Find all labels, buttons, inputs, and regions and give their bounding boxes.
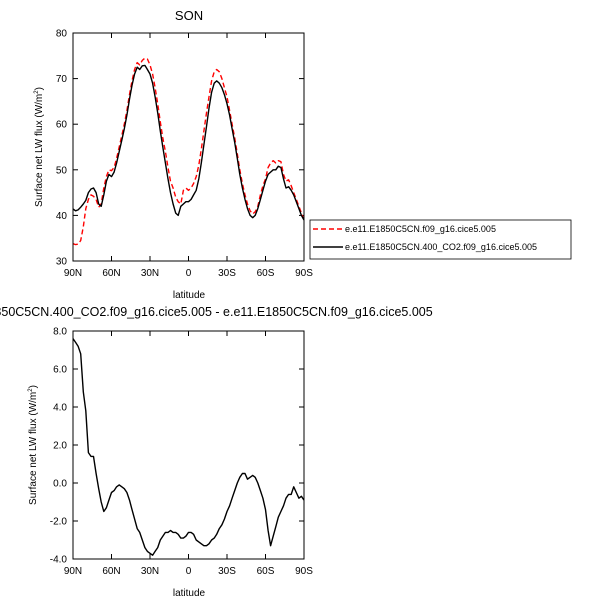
- bottom-x-tick-label: 90S: [295, 566, 313, 577]
- legend-box: [309, 219, 572, 260]
- top-x-tick-label: 30N: [141, 268, 159, 279]
- bottom-title: e.e11.E1850C5CN.400_CO2.f09_g16.cice5.00…: [0, 305, 433, 319]
- top-y-tick-label: 70: [56, 74, 68, 85]
- top-lines: [72, 57, 305, 246]
- legend-label-co2: e.e11.E1850C5CN.400_CO2.f09_g16.cice5.00…: [345, 242, 537, 252]
- top-y-tick-label: 60: [56, 120, 68, 131]
- top-y-tick-label: 40: [56, 211, 68, 222]
- bottom-x-axis-label: latitude: [173, 588, 206, 599]
- top-series-line-0: [72, 57, 305, 246]
- bottom-x-tick-label: 60S: [257, 566, 275, 577]
- bottom-x-tick-label: 90N: [64, 566, 82, 577]
- top-y-axis-label-main: Surface net LW flux (W/m: [34, 94, 45, 207]
- bottom-y-tick-label: 4.0: [53, 403, 67, 414]
- top-y-axis-label-close: ): [34, 87, 45, 90]
- bottom-y-tick-label: 8.0: [53, 327, 67, 338]
- bottom-x-tick-label: 60N: [102, 566, 120, 577]
- top-x-tick-label: 90N: [64, 268, 82, 279]
- bottom-panel: e.e11.E1850C5CN.400_CO2.f09_g16.cice5.00…: [0, 305, 433, 599]
- bottom-y-axis-label-main: Surface net LW flux (W/m: [28, 392, 39, 505]
- bottom-x-tick-label: 0: [186, 566, 192, 577]
- top-plot-frame: [72, 32, 305, 262]
- top-y-tick-label: 50: [56, 165, 68, 176]
- bottom-x-tick-label: 30S: [218, 566, 236, 577]
- top-title: SON: [175, 8, 203, 23]
- bottom-y-tick-label: -2.0: [50, 517, 68, 528]
- top-ticks: 90N 60N 30N 0 30S 60S 90S 30 40 50 60 70 80: [56, 29, 313, 280]
- top-x-tick-label: 60S: [257, 268, 275, 279]
- top-x-tick-label: 0: [186, 268, 192, 279]
- bottom-y-tick-label: -4.0: [50, 555, 68, 566]
- bottom-y-tick-label: 0.0: [53, 479, 67, 490]
- top-panel: SON 90N 60N 30N 0 30S 60S 90S 30 40 50 60 70 80 Surf…: [34, 8, 572, 301]
- bottom-y-tick-label: 6.0: [53, 365, 67, 376]
- bottom-y-tick-label: 2.0: [53, 441, 67, 452]
- top-x-tick-label: 60N: [102, 268, 120, 279]
- bottom-lines: [72, 338, 305, 556]
- top-x-axis-label: latitude: [173, 290, 206, 301]
- bottom-y-axis-label-sup: 2: [28, 388, 34, 392]
- top-y-tick-label: 80: [56, 29, 68, 40]
- bottom-y-axis-label-close: ): [28, 385, 39, 388]
- top-series-line-1: [72, 64, 305, 221]
- bottom-ticks: 90N 60N 30N 0 30S 60S 90S -4.0 -2.0 0.0 2.0 4.0 6.0 8…: [50, 327, 313, 578]
- top-y-tick-label: 30: [56, 257, 68, 268]
- top-y-axis-label-sup: 2: [34, 90, 40, 94]
- bottom-plot-frame: [72, 330, 305, 560]
- bottom-x-tick-label: 30N: [141, 566, 159, 577]
- bottom-y-axis-label: Surface net LW flux (W/m2): [28, 385, 39, 505]
- legend: e.e11.E1850C5CN.f09_g16.cice5.005 e.e11.…: [309, 219, 572, 260]
- bottom-series-line-0: [72, 338, 305, 556]
- top-y-axis-label: Surface net LW flux (W/m2): [34, 87, 45, 207]
- top-x-tick-label: 90S: [295, 268, 313, 279]
- legend-label-control: e.e11.E1850C5CN.f09_g16.cice5.005: [345, 224, 496, 234]
- top-x-tick-label: 30S: [218, 268, 236, 279]
